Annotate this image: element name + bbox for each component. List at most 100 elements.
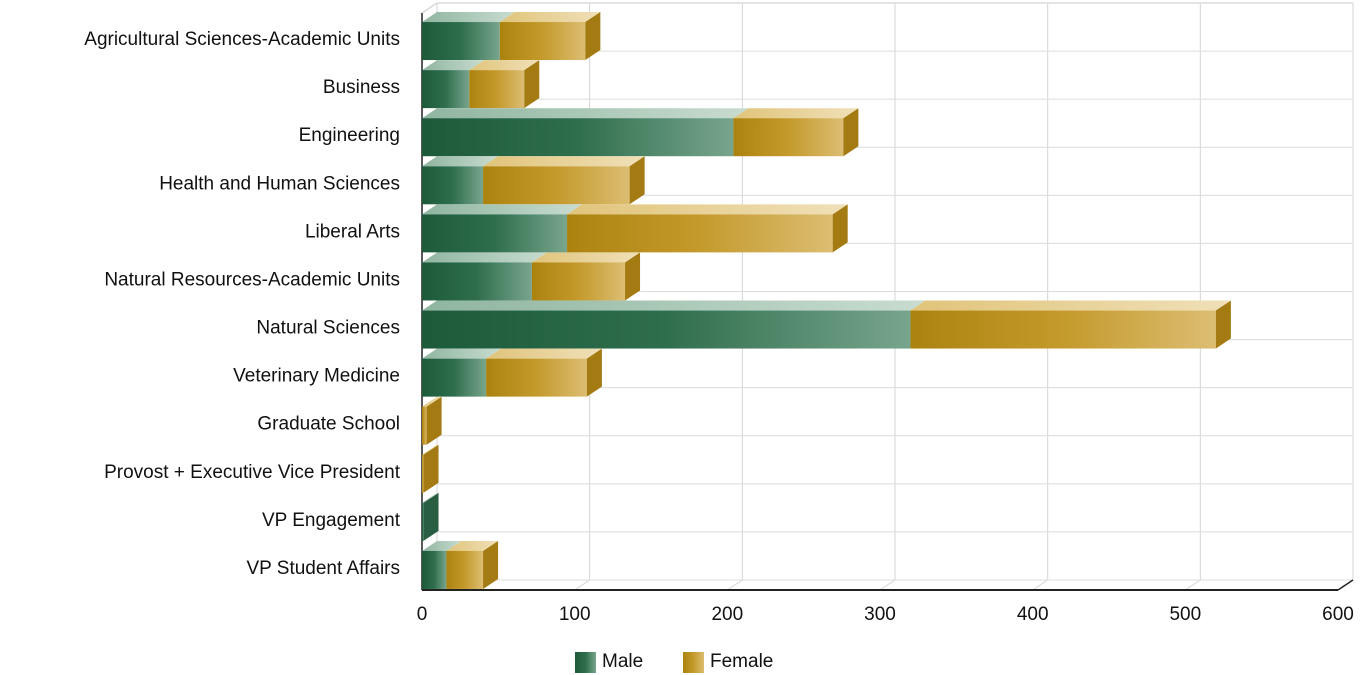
grid-floor-line bbox=[574, 579, 590, 591]
bar-front-face bbox=[422, 118, 734, 157]
x-tick-label: 200 bbox=[711, 604, 743, 625]
category-label: Health and Human Sciences bbox=[159, 173, 400, 194]
bar-top-face bbox=[422, 396, 442, 407]
category-label: Veterinary Medicine bbox=[233, 366, 400, 387]
legend-label-female: Female bbox=[710, 651, 773, 672]
bar-segment-female bbox=[422, 396, 442, 445]
bar-front-face bbox=[446, 550, 484, 589]
bar-segment-male bbox=[422, 540, 462, 589]
bar-front-face bbox=[567, 214, 833, 253]
bar-segment-female bbox=[446, 540, 499, 589]
bar-top-face bbox=[422, 156, 499, 167]
bar-segment-female bbox=[422, 444, 439, 493]
x-tick-label: 500 bbox=[1169, 604, 1201, 625]
bar-top-face bbox=[567, 204, 848, 215]
bar-segment-male bbox=[422, 492, 439, 541]
bar-top-face bbox=[910, 300, 1231, 311]
x-tick-label: 300 bbox=[864, 604, 896, 625]
bar-front-face bbox=[422, 550, 447, 589]
bar-side-face bbox=[629, 156, 645, 205]
bar-segment-male bbox=[422, 252, 547, 301]
x-tick-label: 600 bbox=[1322, 604, 1354, 625]
bar-front-face bbox=[486, 358, 587, 397]
bar-top-face bbox=[422, 12, 515, 23]
bar-side-face bbox=[586, 348, 602, 397]
bar-side-face bbox=[426, 396, 442, 445]
bar-front-face bbox=[422, 502, 424, 541]
bar-side-face bbox=[585, 12, 601, 61]
legend-swatch-male bbox=[575, 652, 596, 673]
category-label: Natural Resources-Academic Units bbox=[104, 269, 400, 290]
category-labels: Agricultural Sciences-Academic Units Busi… bbox=[84, 29, 400, 579]
bar-top-face bbox=[469, 60, 540, 71]
bar-segment-female bbox=[910, 300, 1231, 349]
bar-side-face bbox=[832, 204, 848, 253]
bar-top-face bbox=[422, 444, 439, 455]
bar-front-face bbox=[422, 406, 427, 445]
bar-segment-female bbox=[567, 204, 848, 253]
category-label: Natural Sciences bbox=[256, 318, 400, 339]
bar-front-face bbox=[733, 118, 844, 157]
legend-label-male: Male bbox=[602, 651, 643, 672]
category-label: Provost + Executive Vice President bbox=[104, 462, 401, 483]
bar-segment-male bbox=[422, 156, 499, 205]
bar-front-face bbox=[422, 454, 424, 493]
bar-side-face bbox=[625, 252, 641, 301]
bar-front-face bbox=[422, 70, 470, 109]
bar-top-face bbox=[486, 348, 602, 359]
bar-top-face bbox=[733, 108, 859, 119]
bar-top-face bbox=[422, 60, 485, 71]
bar-top-face bbox=[422, 492, 439, 503]
bar-top-face bbox=[446, 540, 499, 551]
category-label: Business bbox=[323, 77, 400, 98]
grid-floor-line bbox=[1185, 579, 1201, 591]
bar-segment-female bbox=[531, 252, 641, 301]
bar-front-face bbox=[422, 166, 484, 205]
bar-segment-female bbox=[486, 348, 602, 397]
bar-segment-female bbox=[499, 12, 601, 61]
bar-segment-male bbox=[422, 204, 583, 253]
bar-front-face bbox=[422, 22, 500, 61]
x-tick-label: 100 bbox=[559, 604, 591, 625]
bar-side-face bbox=[524, 60, 540, 109]
bar-front-face bbox=[483, 166, 630, 205]
grid-lines bbox=[421, 2, 1354, 591]
bar-top-face bbox=[422, 108, 749, 119]
bar-front-face bbox=[531, 262, 626, 301]
bar-front-face bbox=[422, 358, 487, 397]
bar-segment-female bbox=[469, 60, 540, 109]
bar-side-face bbox=[423, 492, 439, 541]
bar-front-face bbox=[422, 310, 911, 349]
bar-segment-male bbox=[422, 12, 515, 61]
bar-front-face bbox=[422, 262, 532, 301]
grid-floor-line bbox=[1032, 579, 1048, 591]
legend-swatch-female bbox=[683, 652, 704, 673]
bar-side-face bbox=[843, 108, 859, 157]
bar-segment-male bbox=[422, 60, 485, 109]
grid-floor-line bbox=[879, 579, 896, 591]
bar-side-face bbox=[423, 444, 439, 493]
bar-top-face bbox=[422, 204, 583, 215]
legend: Male Female bbox=[575, 651, 773, 673]
bar-top-face bbox=[422, 540, 462, 551]
grid-floor-line bbox=[727, 579, 743, 591]
x-tick-label: 400 bbox=[1017, 604, 1049, 625]
x-tick-label: 0 bbox=[417, 604, 428, 625]
x-axis-end-line bbox=[1337, 579, 1354, 591]
bar-front-face bbox=[469, 70, 525, 109]
bar-segment-male bbox=[422, 108, 749, 157]
bar-top-face bbox=[531, 252, 641, 263]
bar-top-face bbox=[422, 348, 502, 359]
bar-top-face bbox=[483, 156, 645, 167]
tick-labels: 0 100 200 300 400 500 600 bbox=[417, 604, 1354, 625]
bar-front-face bbox=[910, 310, 1216, 349]
back-wall-corner bbox=[421, 2, 438, 14]
bars bbox=[422, 12, 1231, 589]
bar-top-face bbox=[499, 12, 601, 23]
bar-segment-male bbox=[422, 300, 926, 349]
category-label: Liberal Arts bbox=[305, 221, 400, 242]
bar-top-face bbox=[422, 252, 547, 263]
bar-front-face bbox=[499, 22, 586, 61]
